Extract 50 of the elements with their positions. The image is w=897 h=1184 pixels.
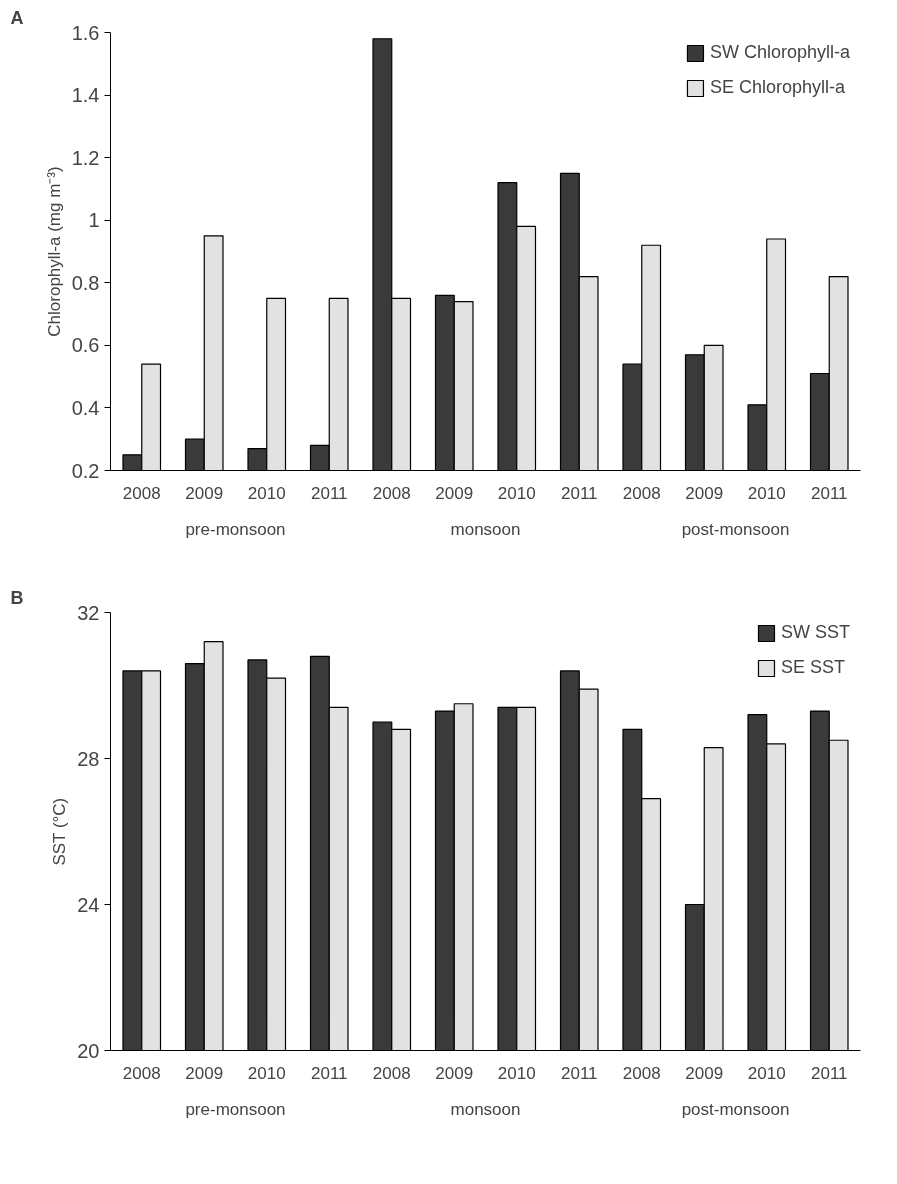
x-tick-label: 2008 (622, 483, 661, 503)
y-tick-label: 1.2 (71, 146, 100, 169)
text: monsoon (450, 1099, 521, 1119)
x-tick-label: 2010 (497, 483, 536, 503)
x-tick-label: 2008 (372, 1063, 411, 1083)
chart-title: A (10, 7, 24, 28)
x-tick-label: 2011 (810, 1063, 848, 1083)
x-tick-label: 2009 (435, 483, 474, 503)
legend-label: SW Chlorophyll-a (709, 42, 850, 63)
x-tick-label: 2011 (560, 1063, 598, 1083)
chart-title: B (10, 587, 24, 608)
x-tick-label: 2008 (122, 483, 161, 503)
x-tick-label: 2009 (185, 483, 224, 503)
x-tick-label: 2011 (310, 1063, 348, 1083)
legend-label: SE Chlorophyll-a (709, 77, 846, 98)
text: monsoon (450, 519, 521, 539)
text: post-monsoon (681, 519, 790, 539)
y-tick-label: 28 (77, 747, 100, 770)
legend-label: SW SST (780, 622, 850, 643)
text: pre-monsoon (185, 519, 286, 539)
x-tick-label: 2011 (810, 483, 848, 503)
x-tick-label: 2010 (497, 1063, 536, 1083)
y-tick-label: 24 (77, 893, 100, 916)
text: post-monsoon (681, 1099, 790, 1119)
y-tick-label: 1.4 (71, 84, 100, 107)
y-tick-label: 1 (88, 209, 100, 232)
x-tick-label: 2011 (310, 483, 348, 503)
x-tick-label: 2008 (372, 483, 411, 503)
x-tick-label: 2011 (560, 483, 598, 503)
y-axis-title: SST (°C) (50, 797, 70, 866)
x-tick-label: 2008 (622, 1063, 661, 1083)
x-tick-label: 2009 (685, 1063, 724, 1083)
x-tick-label: 2008 (122, 1063, 161, 1083)
x-tick-label: 2010 (747, 483, 786, 503)
y-tick-label: 32 (77, 601, 100, 624)
text: pre-monsoon (185, 1099, 286, 1119)
y-axis-title: Chlorophyll-a (mg m⁻³) (44, 166, 64, 337)
x-tick-label: 2009 (185, 1063, 224, 1083)
x-tick-label: 2009 (435, 1063, 474, 1083)
y-tick-label: 1.6 (71, 21, 100, 44)
y-tick-label: 0.2 (71, 459, 100, 482)
y-tick-label: 0.6 (71, 334, 100, 357)
y-tick-label: 0.4 (71, 396, 100, 419)
x-tick-label: 2010 (247, 1063, 286, 1083)
y-tick-label: 0.8 (71, 271, 100, 294)
x-tick-label: 2010 (747, 1063, 786, 1083)
y-tick-label: 20 (77, 1039, 100, 1062)
x-tick-label: 2009 (685, 483, 724, 503)
legend-label: SE SST (780, 657, 846, 678)
x-tick-label: 2010 (247, 483, 286, 503)
